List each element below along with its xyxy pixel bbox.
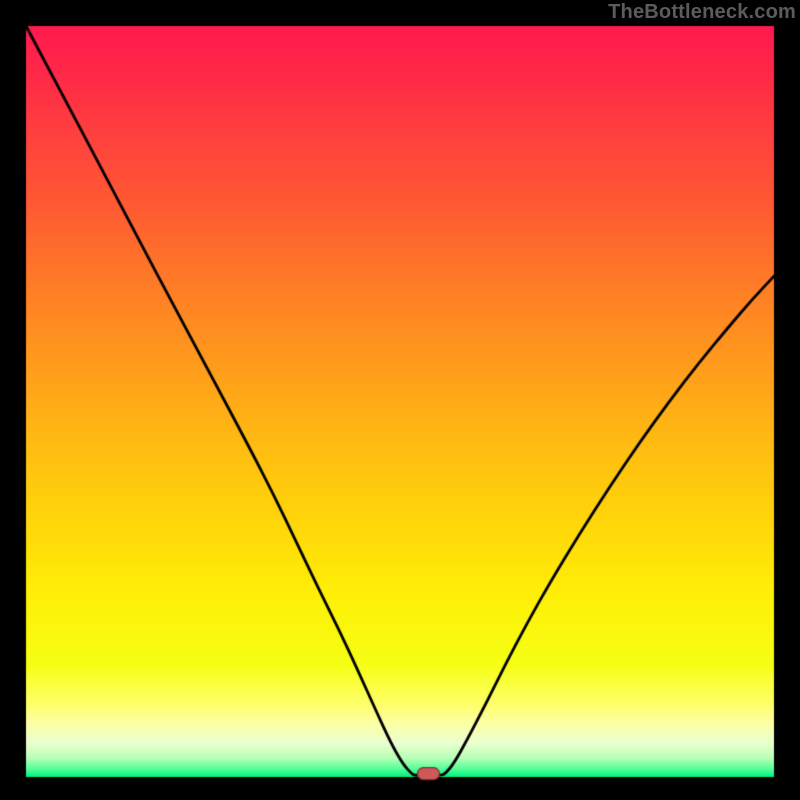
- watermark-text: TheBottleneck.com: [608, 1, 796, 24]
- bottleneck-chart-canvas: [0, 0, 800, 800]
